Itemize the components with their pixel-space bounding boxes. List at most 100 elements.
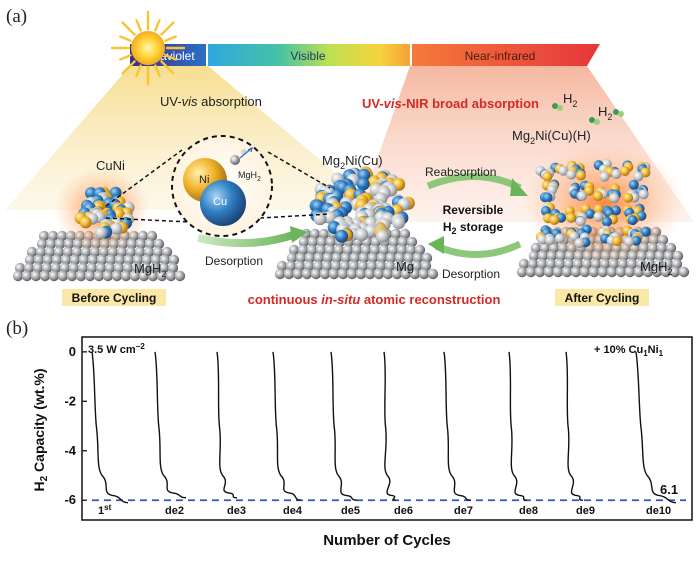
substrate-atom [165,270,177,282]
sun-ray [119,54,132,61]
cluster-atom [79,216,92,229]
before-cycling-highlight [62,289,166,306]
zoom-line [105,217,191,223]
substrate-atom [146,230,158,242]
zoom-line [259,213,331,219]
substrate-atom [333,244,345,256]
cluster-atom [566,212,577,223]
substrate-atom [125,246,137,258]
substrate-atom [41,262,53,274]
capacity-curve [383,351,397,501]
zoom-line [267,151,331,189]
cluster-atom [593,211,604,222]
cycle-labels: 1st de2 de3 de4 de5 de6 de7 de8 de9 de10 [98,503,671,517]
cluster-atom [392,216,406,230]
substrate-atom [421,252,433,264]
cluster-atom [640,226,651,237]
visible-label: Visible [290,49,325,63]
substrate-atom [68,262,80,274]
near-infrared-band [412,44,600,66]
substrate-atom [644,258,656,270]
sun-ray [154,19,161,32]
substrate-atom [355,268,367,280]
cluster-atom [549,215,560,226]
substrate-atom [672,250,684,262]
substrate-atom [412,252,424,264]
substrate-atom [71,246,83,258]
h2-storage-label: H2 storage [443,220,504,236]
substrate-atom [288,244,300,256]
substrate-atom [24,254,36,266]
substrate-atom [402,260,414,272]
cluster-atom [599,171,610,182]
substrate-atom [51,254,63,266]
cluster-atom [619,166,630,177]
cluster-atom [558,165,569,176]
substrate-atom [274,268,286,280]
reabsorption-label: Reabsorption [425,165,496,179]
cycle-label: de3 [227,505,246,517]
sun-icon [110,10,186,86]
reversible-label: Reversible [443,203,504,217]
substrate-atom [414,244,426,256]
cluster-atom [593,204,604,215]
substrate-middle-label: Mg [396,259,414,274]
after-cycling-label: After Cycling [565,291,640,305]
substrate-atom [626,258,638,270]
cycle-label: de5 [341,505,360,517]
cycle-label: de6 [394,505,413,517]
cluster-atom [611,236,622,247]
sun-ray [164,54,177,61]
substrate-atom [57,270,69,282]
cluster-atom [542,192,553,203]
substrate-atom [26,246,38,258]
substrate-atom [385,252,397,264]
capacity-curve [508,351,528,501]
substrate-atom [561,266,573,278]
substrate-atom [346,268,358,280]
substrate-atom [77,262,89,274]
substrate-atom [403,252,415,264]
substrate-atom [367,252,379,264]
mg2nicu-label: Mg2Ni(Cu) [322,153,383,171]
substrate-atom [373,268,385,280]
sun-ray [164,35,177,42]
substrate-atom [375,260,387,272]
substrate-atom [654,250,666,262]
before-cycling-label: Before Cycling [72,291,157,305]
zoom-line [105,149,183,207]
cu-atom-label: Cu [213,196,227,208]
substrate-atom [152,246,164,258]
substrate-atom [390,228,402,240]
uv-vis-absorption-label: UV-vis absorption [160,94,262,109]
sun-disc [131,31,165,65]
substrate-atom [662,258,674,270]
substrate-atom [678,266,690,278]
visible-band [208,44,410,66]
substrate-atom [322,252,334,264]
cuni-cluster [74,186,135,239]
capacity-curve [216,351,238,499]
substrate-atom [113,262,125,274]
desorption-arrow-right [434,240,522,258]
substrate-atom [285,260,297,272]
substrate-atom [387,244,399,256]
additive-label: + 10% Cu1Ni1 [594,344,664,358]
substrate-atom [62,246,74,258]
cluster-atom [335,229,349,243]
cluster-atom [638,189,649,200]
substrate-atom [545,258,557,270]
substrate-atom [418,268,430,280]
cluster-atom [609,193,620,204]
substrate-atom [516,266,528,278]
substrate-atom [552,266,564,278]
mg2nicuh-layered-cluster [535,158,651,249]
sun-ray [154,64,161,77]
substrate-atom [364,268,376,280]
panel-b-label: (b) [6,318,28,339]
substrate-atom [357,260,369,272]
substrate-atom [21,270,33,282]
panel-a-label: (a) [6,6,27,27]
substrate-atom [33,254,45,266]
